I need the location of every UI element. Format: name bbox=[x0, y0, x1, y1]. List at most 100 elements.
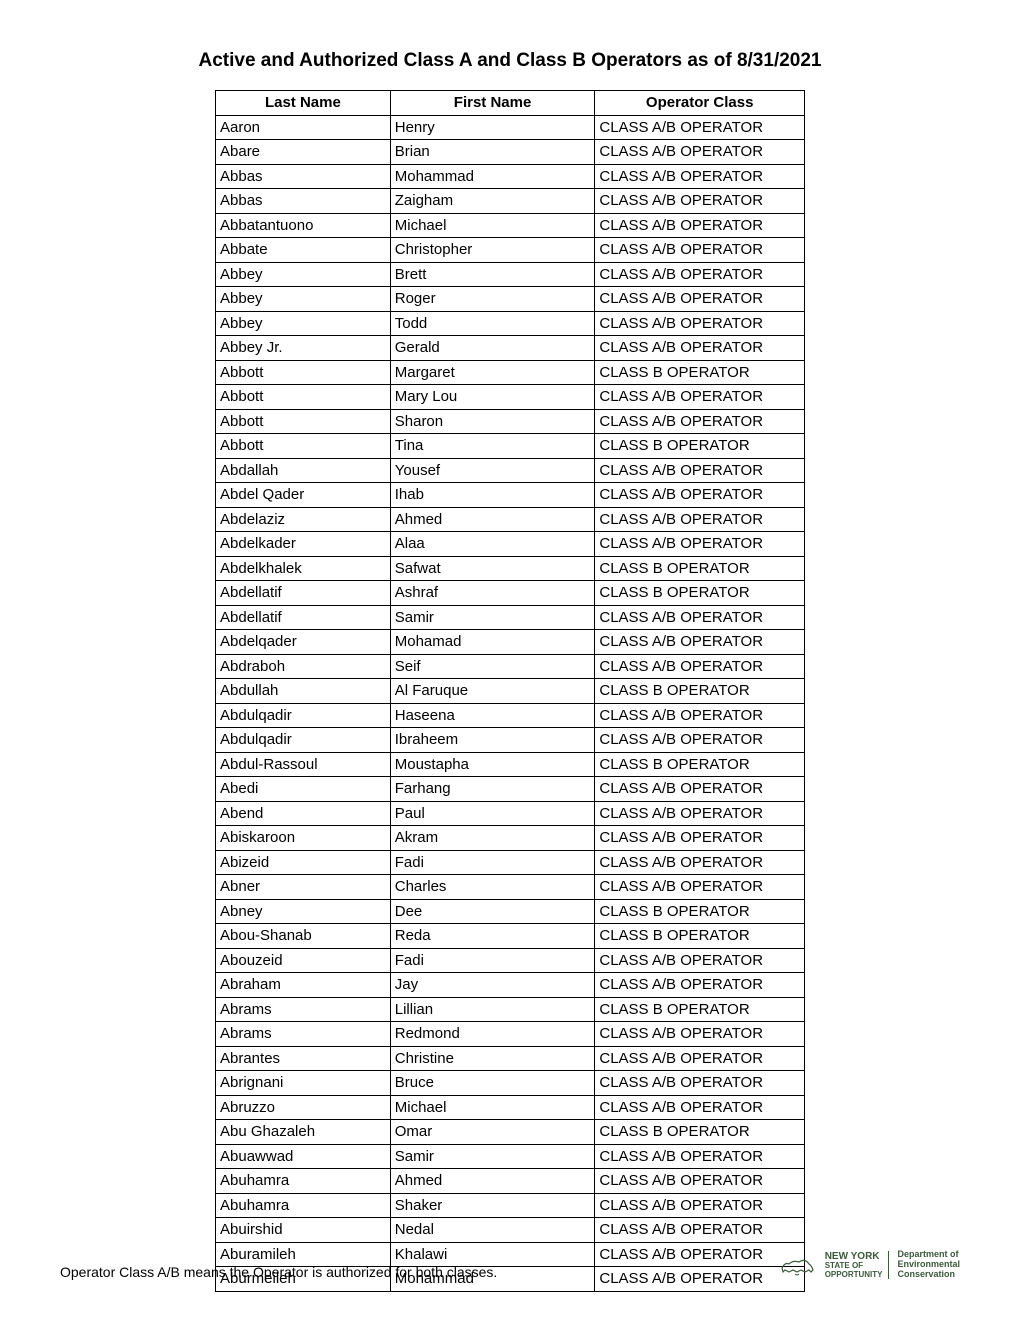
table-cell: Farhang bbox=[390, 777, 595, 802]
table-cell: Abare bbox=[216, 140, 391, 165]
table-cell: Todd bbox=[390, 311, 595, 336]
table-row: AbdullahAl FaruqueCLASS B OPERATOR bbox=[216, 679, 805, 704]
table-row: AbbasMohammadCLASS A/B OPERATOR bbox=[216, 164, 805, 189]
table-cell: Redmond bbox=[390, 1022, 595, 1047]
column-header-lastname: Last Name bbox=[216, 91, 391, 116]
table-cell: Abrignani bbox=[216, 1071, 391, 1096]
table-row: AbrignaniBruceCLASS A/B OPERATOR bbox=[216, 1071, 805, 1096]
table-cell: Michael bbox=[390, 213, 595, 238]
table-cell: Abuhamra bbox=[216, 1169, 391, 1194]
table-cell: CLASS A/B OPERATOR bbox=[595, 385, 805, 410]
table-cell: CLASS B OPERATOR bbox=[595, 434, 805, 459]
table-cell: Reda bbox=[390, 924, 595, 949]
table-cell: Abbey bbox=[216, 262, 391, 287]
table-cell: Abbatantuono bbox=[216, 213, 391, 238]
table-row: AbbatantuonoMichaelCLASS A/B OPERATOR bbox=[216, 213, 805, 238]
table-row: AbuhamraShakerCLASS A/B OPERATOR bbox=[216, 1193, 805, 1218]
table-cell: Ahmed bbox=[390, 507, 595, 532]
table-cell: Abiskaroon bbox=[216, 826, 391, 851]
table-row: AbouzeidFadiCLASS A/B OPERATOR bbox=[216, 948, 805, 973]
table-row: AbbottSharonCLASS A/B OPERATOR bbox=[216, 409, 805, 434]
table-cell: Abbott bbox=[216, 360, 391, 385]
table-cell: CLASS B OPERATOR bbox=[595, 360, 805, 385]
table-row: AbrahamJayCLASS A/B OPERATOR bbox=[216, 973, 805, 998]
table-cell: Abedi bbox=[216, 777, 391, 802]
table-cell: CLASS A/B OPERATOR bbox=[595, 287, 805, 312]
table-cell: Abdul-Rassoul bbox=[216, 752, 391, 777]
table-row: Abbey Jr.GeraldCLASS A/B OPERATOR bbox=[216, 336, 805, 361]
table-cell: Nedal bbox=[390, 1218, 595, 1243]
table-row: AbdelqaderMohamadCLASS A/B OPERATOR bbox=[216, 630, 805, 655]
table-cell: Aaron bbox=[216, 115, 391, 140]
table-cell: Abend bbox=[216, 801, 391, 826]
table-row: AbdrabohSeifCLASS A/B OPERATOR bbox=[216, 654, 805, 679]
table-cell: CLASS A/B OPERATOR bbox=[595, 483, 805, 508]
table-row: AbdelazizAhmedCLASS A/B OPERATOR bbox=[216, 507, 805, 532]
table-cell: Abdelkader bbox=[216, 532, 391, 557]
table-row: AbdellatifSamirCLASS A/B OPERATOR bbox=[216, 605, 805, 630]
table-cell: CLASS A/B OPERATOR bbox=[595, 777, 805, 802]
table-header-row: Last Name First Name Operator Class bbox=[216, 91, 805, 116]
table-cell: Alaa bbox=[390, 532, 595, 557]
table-cell: Roger bbox=[390, 287, 595, 312]
table-cell: CLASS A/B OPERATOR bbox=[595, 189, 805, 214]
table-cell: Abbey bbox=[216, 287, 391, 312]
table-cell: Seif bbox=[390, 654, 595, 679]
table-cell: CLASS A/B OPERATOR bbox=[595, 605, 805, 630]
table-cell: Mary Lou bbox=[390, 385, 595, 410]
table-cell: CLASS A/B OPERATOR bbox=[595, 532, 805, 557]
table-row: AbbateChristopherCLASS A/B OPERATOR bbox=[216, 238, 805, 263]
table-cell: CLASS B OPERATOR bbox=[595, 997, 805, 1022]
table-cell: CLASS A/B OPERATOR bbox=[595, 630, 805, 655]
table-cell: Abdallah bbox=[216, 458, 391, 483]
table-row: AbbeyRogerCLASS A/B OPERATOR bbox=[216, 287, 805, 312]
table-cell: CLASS B OPERATOR bbox=[595, 679, 805, 704]
table-row: AbuawwadSamirCLASS A/B OPERATOR bbox=[216, 1144, 805, 1169]
table-cell: CLASS A/B OPERATOR bbox=[595, 1169, 805, 1194]
table-cell: Abbott bbox=[216, 434, 391, 459]
table-row: AbnerCharlesCLASS A/B OPERATOR bbox=[216, 875, 805, 900]
table-cell: Dee bbox=[390, 899, 595, 924]
table-row: AbizeidFadiCLASS A/B OPERATOR bbox=[216, 850, 805, 875]
table-cell: CLASS A/B OPERATOR bbox=[595, 164, 805, 189]
table-cell: Abbott bbox=[216, 385, 391, 410]
table-cell: Christine bbox=[390, 1046, 595, 1071]
table-cell: Abuawwad bbox=[216, 1144, 391, 1169]
table-cell: CLASS A/B OPERATOR bbox=[595, 336, 805, 361]
table-cell: Charles bbox=[390, 875, 595, 900]
table-cell: Abdel Qader bbox=[216, 483, 391, 508]
page-title: Active and Authorized Class A and Class … bbox=[60, 50, 960, 72]
table-cell: Ihab bbox=[390, 483, 595, 508]
table-cell: Abbey bbox=[216, 311, 391, 336]
table-cell: Zaigham bbox=[390, 189, 595, 214]
table-cell: Moustapha bbox=[390, 752, 595, 777]
table-cell: Abdulqadir bbox=[216, 728, 391, 753]
ny-state-icon bbox=[777, 1250, 817, 1280]
page-footer: Operator Class A/B means the Operator is… bbox=[60, 1250, 960, 1280]
table-cell: CLASS A/B OPERATOR bbox=[595, 1218, 805, 1243]
table-cell: Shaker bbox=[390, 1193, 595, 1218]
table-container: Last Name First Name Operator Class Aaro… bbox=[60, 90, 960, 1292]
table-cell: CLASS A/B OPERATOR bbox=[595, 311, 805, 336]
table-row: AbbottTinaCLASS B OPERATOR bbox=[216, 434, 805, 459]
table-row: AbdellatifAshrafCLASS B OPERATOR bbox=[216, 581, 805, 606]
table-row: Abdul-RassoulMoustaphaCLASS B OPERATOR bbox=[216, 752, 805, 777]
table-cell: Ashraf bbox=[390, 581, 595, 606]
table-cell: CLASS A/B OPERATOR bbox=[595, 728, 805, 753]
table-cell: Fadi bbox=[390, 948, 595, 973]
table-cell: Abdullah bbox=[216, 679, 391, 704]
table-cell: Margaret bbox=[390, 360, 595, 385]
table-cell: CLASS A/B OPERATOR bbox=[595, 238, 805, 263]
table-cell: Paul bbox=[390, 801, 595, 826]
table-cell: CLASS B OPERATOR bbox=[595, 752, 805, 777]
table-cell: CLASS A/B OPERATOR bbox=[595, 1046, 805, 1071]
table-row: AbendPaulCLASS A/B OPERATOR bbox=[216, 801, 805, 826]
table-cell: Tina bbox=[390, 434, 595, 459]
table-cell: CLASS A/B OPERATOR bbox=[595, 801, 805, 826]
table-cell: Abbas bbox=[216, 164, 391, 189]
table-row: AbdulqadirIbraheemCLASS A/B OPERATOR bbox=[216, 728, 805, 753]
table-cell: Abuirshid bbox=[216, 1218, 391, 1243]
table-cell: CLASS A/B OPERATOR bbox=[595, 262, 805, 287]
table-cell: CLASS A/B OPERATOR bbox=[595, 1022, 805, 1047]
table-row: AbdelkaderAlaaCLASS A/B OPERATOR bbox=[216, 532, 805, 557]
